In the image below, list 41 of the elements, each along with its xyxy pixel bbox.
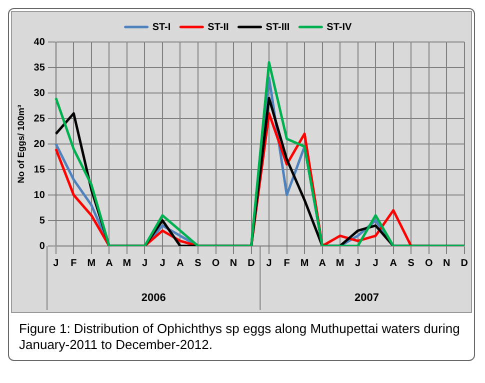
y-tick-label: 20 bbox=[34, 138, 46, 150]
y-tick-label: 10 bbox=[34, 190, 46, 201]
x-tick-label: M bbox=[300, 258, 309, 269]
y-tick-label: 40 bbox=[34, 36, 46, 48]
caption: Figure 1: Distribution of Ophichthys sp eggs along Muthupettai waters during January-2011 to December-2012. bbox=[18, 320, 461, 354]
x-tick-label: N bbox=[443, 258, 450, 269]
x-tick-label: D bbox=[248, 258, 255, 269]
text: 2006 bbox=[141, 292, 166, 304]
x-tick-label: F bbox=[70, 258, 77, 269]
x-tick-label: J bbox=[355, 258, 361, 269]
x-tick-label: A bbox=[390, 258, 397, 269]
x-tick-label: N bbox=[230, 258, 238, 269]
x-tick-label: M bbox=[87, 258, 96, 269]
y-tick-label: 5 bbox=[39, 215, 46, 226]
x-tick-label: F bbox=[284, 258, 290, 269]
x-tick-label: J bbox=[142, 258, 148, 269]
legend-label: ST-III bbox=[266, 22, 290, 33]
x-tick-label: O bbox=[212, 258, 220, 269]
x-tick-label: J bbox=[266, 258, 272, 269]
legend-label: ST-IV bbox=[326, 22, 352, 33]
y-tick-label: 0 bbox=[39, 240, 46, 252]
y-tick-label: 15 bbox=[34, 164, 46, 176]
legend-label: ST-II bbox=[208, 22, 229, 33]
x-tick-label: M bbox=[122, 258, 132, 269]
x-tick-label: S bbox=[194, 258, 202, 269]
x-tick-label: S bbox=[408, 258, 415, 269]
y-tick-label: 25 bbox=[34, 113, 46, 124]
x-tick-label: M bbox=[336, 258, 344, 269]
x-tick-label: J bbox=[372, 258, 378, 269]
text: 2007 bbox=[354, 292, 379, 304]
x-tick-label: J bbox=[53, 258, 59, 269]
y-axis-title: No of Eggs/ 100m³ bbox=[16, 104, 26, 184]
legend-label: ST-I bbox=[152, 22, 171, 33]
y-tick-label: 35 bbox=[34, 62, 46, 74]
x-tick-label: D bbox=[460, 258, 468, 269]
x-tick-label: A bbox=[106, 258, 113, 269]
x-tick-label: A bbox=[318, 258, 326, 269]
x-tick-label: O bbox=[424, 258, 433, 269]
x-tick-label: J bbox=[160, 258, 166, 269]
y-tick-label: 30 bbox=[34, 88, 46, 99]
x-tick-label: A bbox=[176, 258, 184, 269]
